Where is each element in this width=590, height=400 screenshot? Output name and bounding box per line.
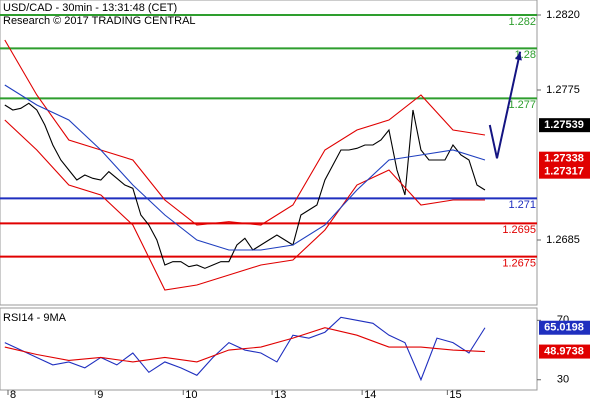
price-tag-label: 1.27539 (544, 119, 584, 131)
level-label: 1.271 (508, 199, 536, 211)
price-tag-label: 1.27338 (544, 153, 584, 165)
series-line (4, 102, 486, 269)
series-line (4, 39, 486, 226)
chart-title: USD/CAD - 30min - 13:31:48 (CET) (3, 2, 177, 14)
series-line (4, 316, 486, 382)
series-line (4, 84, 486, 251)
price-tag-label: 65.0198 (544, 322, 584, 334)
x-tick-label: 13 (274, 389, 286, 400)
y-tick-label: 1.2685 (546, 234, 580, 246)
y-tick-label: 1.2820 (546, 9, 580, 21)
price-panel (0, 0, 538, 306)
price-tag (539, 118, 590, 133)
x-tick-label: 10 (185, 389, 197, 400)
x-tick-label: 14 (364, 389, 376, 400)
price-tag (539, 320, 590, 335)
level-label: 1.282 (508, 16, 536, 28)
rsi-panel (0, 307, 538, 391)
series-line (4, 327, 486, 363)
level-label: 1.277 (508, 99, 536, 111)
x-tick-label: 15 (449, 389, 461, 400)
x-tick-label: 8 (10, 389, 16, 400)
rsi-title: RSI14 - 9MA (3, 312, 67, 324)
price-tag-label: 48.9738 (544, 345, 584, 357)
y-tick-label: 30 (557, 374, 569, 386)
y-tick-label: 1.2775 (546, 84, 580, 96)
arrow-head (515, 51, 522, 61)
price-tag (539, 151, 590, 166)
forecast-arrow (488, 51, 522, 159)
price-tag (539, 344, 590, 359)
level-label: 1.2695 (502, 224, 536, 236)
x-tick-label: 9 (97, 389, 103, 400)
series-line (4, 119, 485, 291)
price-tag (539, 164, 590, 179)
chart-subtitle: Research © 2017 TRADING CENTRAL (3, 15, 196, 27)
price-tag-label: 1.27317 (544, 166, 584, 178)
level-label: 1.2675 (502, 258, 536, 270)
